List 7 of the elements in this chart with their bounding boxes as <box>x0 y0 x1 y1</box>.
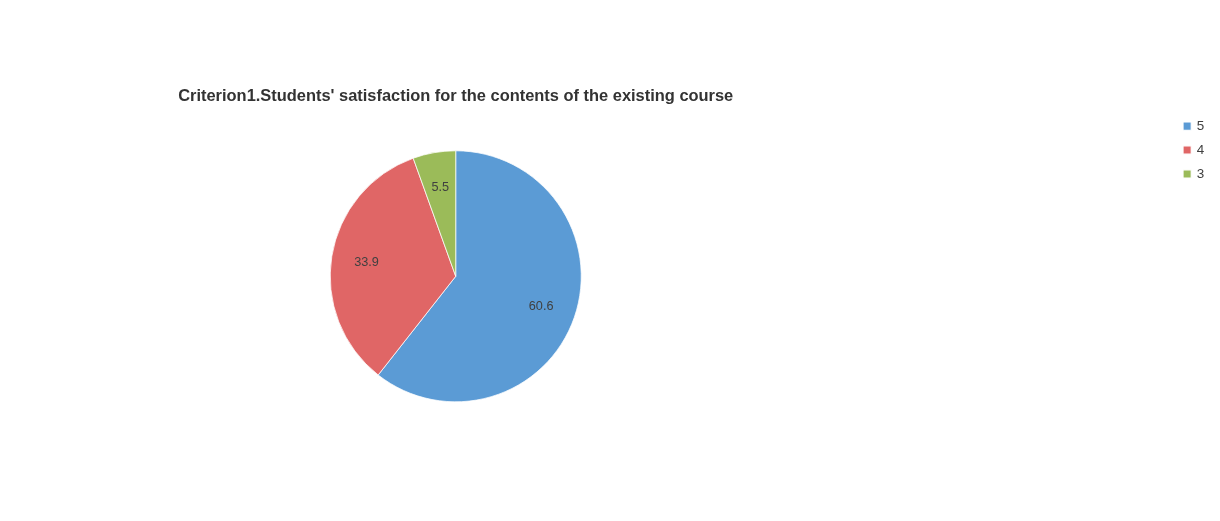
data-label: 33.9 <box>354 254 379 269</box>
data-label: 5.5 <box>431 180 450 195</box>
legend-label: 3 <box>1196 165 1205 181</box>
data-label: 60.6 <box>528 298 554 313</box>
legend-label: 5 <box>1196 117 1205 133</box>
chart-title: Criterion1.Students' satisfaction for the contents of the existing course <box>178 85 734 104</box>
legend-label: 4 <box>1196 141 1205 157</box>
